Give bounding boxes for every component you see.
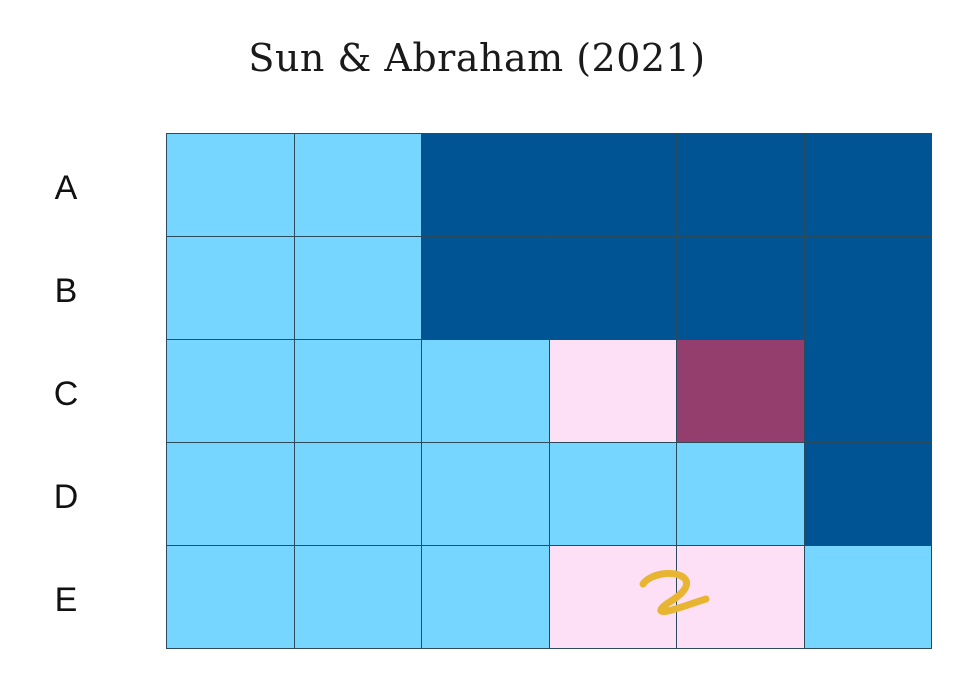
grid-cell-b-5 [676, 236, 805, 340]
grid-cell-d-6 [803, 442, 932, 546]
row-label-a: A [54, 169, 78, 207]
grid-cell-b-4 [548, 236, 677, 340]
grid-cell-d-5 [676, 442, 805, 546]
grid-cell-c-2 [293, 339, 422, 443]
grid-cell-e-4 [548, 545, 677, 649]
grid-cell-b-1 [166, 236, 295, 340]
grid-cell-d-3 [421, 442, 550, 546]
treatment-timing-grid [166, 133, 932, 649]
row-label-c: C [53, 375, 79, 413]
grid-cell-c-3 [421, 339, 550, 443]
grid-cell-d-4 [548, 442, 677, 546]
row-label-b: B [54, 272, 78, 310]
row-label-d: D [53, 478, 79, 516]
grid-cell-e-3 [421, 545, 550, 649]
grid-cell-e-5 [676, 545, 805, 649]
grid-cell-a-6 [803, 133, 932, 237]
slide-title: Sun & Abraham (2021) [248, 36, 706, 80]
grid-cell-a-4 [548, 133, 677, 237]
grid-cell-c-4 [548, 339, 677, 443]
grid-cell-b-2 [293, 236, 422, 340]
grid-cell-c-5 [676, 339, 805, 443]
grid-cell-a-2 [293, 133, 422, 237]
grid-cell-d-1 [166, 442, 295, 546]
grid-cell-e-6 [803, 545, 932, 649]
grid-cell-a-1 [166, 133, 295, 237]
grid-cell-a-3 [421, 133, 550, 237]
grid-cell-d-2 [293, 442, 422, 546]
grid-cell-e-1 [166, 545, 295, 649]
grid-cell-c-1 [166, 339, 295, 443]
grid-cell-b-6 [803, 236, 932, 340]
grid-cell-e-2 [293, 545, 422, 649]
grid-cell-b-3 [421, 236, 550, 340]
grid-cell-a-5 [676, 133, 805, 237]
row-label-e: E [54, 581, 78, 619]
grid-cell-c-6 [803, 339, 932, 443]
